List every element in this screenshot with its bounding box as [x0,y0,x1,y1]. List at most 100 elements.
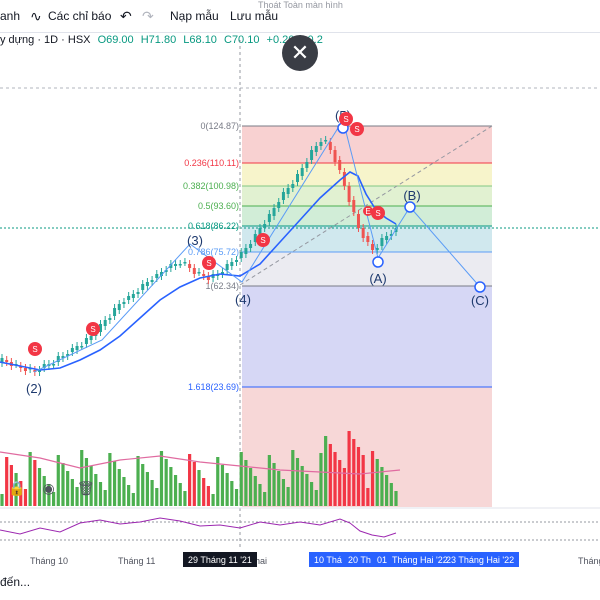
volume-bar [42,476,46,506]
candle-body [122,302,126,304]
volume-bar [66,471,70,506]
candle-body [352,200,356,212]
trash-icon[interactable]: 🗑 [76,480,95,496]
x-tick: Tháng 11 [118,556,155,566]
candle-body [310,150,314,160]
dividend-marker[interactable]: S [202,256,216,270]
volume-bar [61,463,65,506]
candle-body [220,272,224,274]
dividend-marker[interactable]: S [371,206,385,220]
svg-text:S: S [90,325,95,334]
candle-body [342,172,346,186]
candle-body [159,272,163,276]
svg-text:S: S [206,259,211,268]
candle-body [296,174,299,182]
volume-ma-line [0,451,401,475]
close-fullscreen-button[interactable]: ✕ [282,35,318,71]
volume-bar [141,464,145,506]
volume-bar [356,447,361,506]
candle-body [99,324,102,332]
candle-body [113,308,117,316]
toolbar-partial-item[interactable]: anh [0,9,21,23]
candle-body [389,234,393,236]
wave-a-handle[interactable] [372,256,384,268]
volume-bar [173,475,178,506]
symbol-infobar: y dựng · 1D · HSX O69.00 H71.80 L68.10 C… [0,34,327,52]
candle-body [380,238,384,246]
range-end2-date: 23 Tháng Hai '22 [446,555,514,565]
volume-bar [159,451,164,506]
volume-bar [295,458,300,506]
volume-bar [28,452,32,506]
candle-body [80,346,84,348]
svg-text:S: S [375,209,380,218]
volume-bar [244,460,248,506]
redo-icon[interactable]: ↷ [142,8,154,24]
volume-bar [328,444,332,506]
dividend-marker[interactable]: S [86,322,100,336]
volume-bar [127,485,131,506]
volume-bar [380,467,384,506]
candle-body [108,318,112,320]
volume-bar [281,479,286,506]
wave-c-handle[interactable] [474,281,486,293]
dividend-marker[interactable]: S [28,342,42,356]
top-toolbar: anh ∿ Các chỉ báo ↶ ↷ Nạp mẫu Lưu mẫu Th… [0,0,600,33]
volume-bar [155,488,159,506]
volume-bar [277,471,281,506]
candle-body [263,224,267,228]
candle-body [150,280,154,282]
templates-button[interactable]: Nạp mẫu [170,9,219,23]
volume-bar [9,465,13,506]
indicators-icon[interactable]: ∿ [30,8,42,24]
candle-body [84,338,88,344]
volume-bar [56,455,60,506]
volume-bar [361,455,365,506]
eye-icon[interactable]: ◉ [42,480,55,496]
candle-body [131,294,135,298]
volume-bar [342,468,347,506]
volume-bar [192,462,196,506]
candle-body [23,368,27,371]
symbol-title[interactable]: y dựng · 1D · HSX [0,34,91,46]
volume-bar [220,465,225,506]
volume-bar [253,476,257,506]
volume-bar [370,451,375,506]
volume-bar [84,458,89,506]
volume-bar [183,491,187,506]
ema-marker[interactable]: E [363,206,373,216]
candle-body [338,160,342,170]
pane-tools: 🔒 ◉ 🗑 [8,480,107,498]
candle-body [235,260,239,262]
volume-bar [117,469,121,506]
fib-zone-1 [242,163,492,186]
lock-icon[interactable]: 🔒 [8,480,26,496]
candle-body [136,292,140,294]
volume-bar [19,481,23,506]
close-value: C70.10 [224,34,260,46]
volume-bar [324,436,328,506]
volume-bar [122,477,126,506]
candle-body [361,228,365,238]
candle-body [385,236,389,240]
wave-b-handle[interactable] [404,201,416,213]
undo-icon[interactable]: ↶ [120,8,132,24]
candle-body [145,282,149,286]
volume-bar [314,490,318,506]
volume-bar [286,487,290,506]
dividend-marker[interactable]: S [350,122,364,136]
dividend-marker[interactable]: S [339,112,353,126]
candle-body [291,184,295,188]
candle-body [127,296,131,300]
candle-body [272,208,276,216]
dividend-marker[interactable]: S [256,233,270,247]
volume-bar [75,487,79,506]
cursor-date-badge [183,552,257,567]
volume-bar [385,475,389,506]
volume-bar [375,459,379,506]
volume-bar [216,457,220,506]
volume-bar [234,489,239,506]
indicators-button[interactable]: Các chỉ báo [48,9,112,23]
save-button[interactable]: Lưu mẫu [230,9,279,23]
